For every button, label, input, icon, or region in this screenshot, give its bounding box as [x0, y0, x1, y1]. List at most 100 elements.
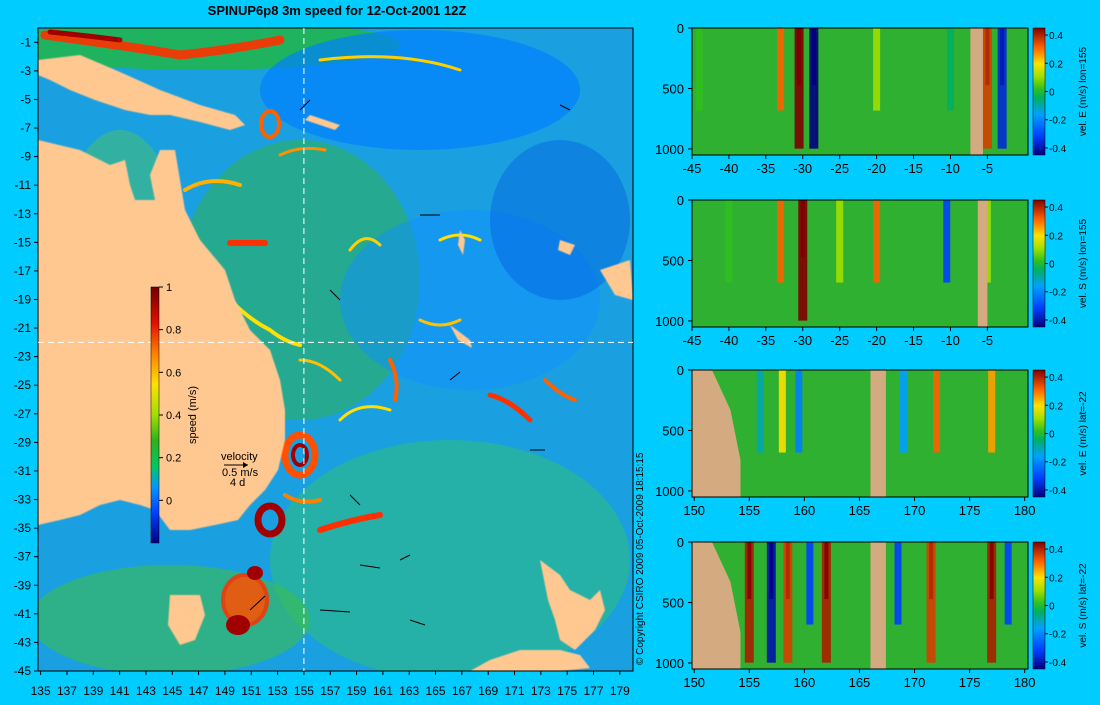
section-land — [692, 542, 741, 669]
front — [487, 392, 533, 423]
section-x-tick-label: -10 — [941, 161, 960, 176]
map-y-tick-label: -5 — [20, 92, 31, 106]
velocity-arrow — [449, 371, 461, 381]
land-australia — [38, 140, 285, 530]
section-y-tick-label: 1000 — [655, 314, 684, 329]
map-x-tick-label: 147 — [189, 684, 209, 698]
map-y-tick-label: -19 — [14, 292, 32, 306]
section-feature — [873, 200, 881, 283]
section-colorbar-label: vel. E (m/s) lon=155 — [1078, 46, 1089, 136]
map-frame — [37, 27, 634, 672]
map-y-tick-label: -13 — [14, 207, 32, 221]
velocity-arrow — [319, 609, 351, 613]
section-y-tick-label: 500 — [662, 81, 684, 96]
map-x-tick-label: 165 — [426, 684, 446, 698]
map-x-tick-label: 153 — [268, 684, 288, 698]
section-x-tick-label: -5 — [982, 333, 994, 348]
section-x-tick-label: -20 — [867, 161, 886, 176]
section-feature-core — [1000, 28, 1005, 86]
speed-zone — [490, 140, 630, 300]
speed-map — [38, 28, 633, 671]
section-colorbar-tick-label: 0.2 — [1049, 573, 1063, 584]
front — [338, 405, 392, 422]
map-y-tick-label: -33 — [14, 493, 32, 507]
front — [298, 358, 342, 382]
map-x-tick-label: 141 — [110, 684, 130, 698]
speed-colorbar-tick-label: 0.8 — [166, 325, 181, 337]
section-x-tick-label: 155 — [738, 503, 760, 518]
map-x-tick-label: 167 — [452, 684, 472, 698]
section-feature-core — [800, 200, 805, 258]
section-colorbar-tick-label: 0.2 — [1049, 401, 1063, 412]
map-y-tick-label: -3 — [20, 64, 31, 78]
map-y-tick-label: -17 — [14, 264, 32, 278]
section-colorbar-tick-label: 0 — [1049, 430, 1055, 441]
section-feature — [744, 542, 754, 663]
section-x-tick-label: -35 — [756, 161, 775, 176]
front — [348, 237, 382, 252]
map-y-tick-label: -7 — [20, 121, 31, 135]
land-solomons — [305, 115, 340, 130]
velocity-legend-title: velocity — [221, 451, 258, 463]
section-x-tick-label: -30 — [793, 161, 812, 176]
map-x-tick-label: 171 — [505, 684, 525, 698]
section-x-tick-label: 170 — [904, 503, 926, 518]
section-x-tick-label: 180 — [1014, 503, 1036, 518]
section-x-tick-label: 160 — [794, 675, 816, 690]
section-x-tick-label: -25 — [830, 161, 849, 176]
section-feature-core — [989, 542, 994, 600]
section-colorbar-tick-label: 0.4 — [1049, 373, 1063, 384]
section-colorbar-tick-label: -0.2 — [1049, 630, 1067, 641]
speed-colorbar-label: speed (m/s) — [187, 386, 199, 444]
land-fiji — [558, 240, 575, 255]
map-x-tick-label: 135 — [31, 684, 51, 698]
section-feature — [809, 28, 819, 149]
front — [388, 358, 399, 402]
land-new-zealand-north — [540, 560, 605, 650]
map-x-tick-label: 159 — [347, 684, 367, 698]
speed-colorbar-tick-label: 0 — [166, 495, 172, 507]
section-feature-core — [797, 28, 802, 86]
map-x-tick-label: 177 — [583, 684, 603, 698]
velocity-arrow — [559, 104, 571, 111]
map-x-tick-label: 143 — [136, 684, 156, 698]
section-colorbar-tick-label: 0 — [1049, 602, 1055, 613]
map-y-tick-label: -37 — [14, 550, 32, 564]
section-colorbar-tick-label: 0.2 — [1049, 231, 1063, 242]
speed-colorbar: 1 0.8 0.6 0.4 0.2 0 speed (m/s) — [150, 282, 199, 544]
map-x-tick-label: 175 — [557, 684, 577, 698]
front — [47, 29, 123, 43]
section-colorbar-label: vel. E (m/s) lat=-22 — [1078, 391, 1089, 476]
velocity-legend-arrowhead — [243, 462, 248, 468]
front — [283, 493, 322, 504]
section-colorbar-tick-label: -0.2 — [1049, 458, 1067, 469]
section-x-tick-label: 175 — [959, 675, 981, 690]
section-feature — [695, 28, 703, 111]
front — [418, 318, 462, 327]
section-feature-core — [747, 542, 752, 600]
map-x-tick-label: 145 — [162, 684, 182, 698]
section-lines — [38, 28, 633, 671]
section-y-tick-label: 0 — [677, 193, 684, 208]
section-colorbar-tick-label: 0.4 — [1049, 31, 1063, 42]
velocity-legend: velocity 0.5 m/s 4 d — [221, 451, 259, 489]
land-east-coast — [600, 260, 633, 300]
section-colorbar-tick-label: 0.4 — [1049, 545, 1063, 556]
section-x-tick-label: 155 — [738, 675, 760, 690]
section-x-tick-label: -45 — [683, 333, 702, 348]
section-land — [970, 28, 983, 155]
section-feature — [983, 200, 991, 283]
velocity-arrow — [359, 564, 381, 569]
map-axes: 135 137 139 141 143 145 147 149 151 153 155 157 159 1… — [14, 35, 631, 698]
eddy — [226, 615, 250, 635]
section-colorbar-tick-label: -0.2 — [1049, 116, 1067, 127]
speed-colorbar-bar — [150, 286, 160, 544]
map-y-tick-label: -21 — [14, 321, 32, 335]
section-x-tick-label: 165 — [849, 503, 871, 518]
section-feature — [766, 542, 776, 663]
section-feature — [988, 370, 996, 453]
eddy — [259, 109, 281, 139]
section-feature — [806, 542, 814, 625]
section-colorbar-label: vel. S (m/s) lon=155 — [1078, 218, 1089, 308]
section-x-tick-label: 180 — [1014, 675, 1036, 690]
